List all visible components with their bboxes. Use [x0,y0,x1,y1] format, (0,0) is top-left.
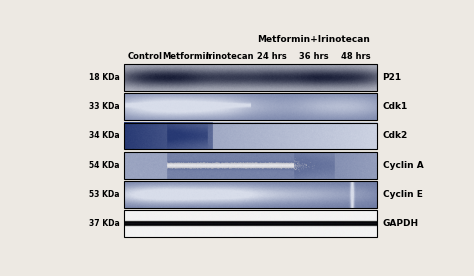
Text: 34 KDa: 34 KDa [89,131,120,140]
Text: Metformin+Irinotecan: Metformin+Irinotecan [257,35,370,44]
Bar [124,93,377,120]
Text: P21: P21 [383,73,401,82]
Text: 53 KDa: 53 KDa [90,190,120,199]
Text: 54 KDa: 54 KDa [90,161,120,170]
Text: 24 hrs: 24 hrs [256,52,286,61]
Bar [124,152,377,179]
Text: GAPDH: GAPDH [383,219,419,228]
Text: Cdk2: Cdk2 [383,131,408,140]
Text: Control: Control [127,52,162,61]
Text: 18 KDa: 18 KDa [89,73,120,82]
Text: 48 hrs: 48 hrs [341,52,371,61]
Text: Irinotecan: Irinotecan [205,52,254,61]
Bar [124,64,377,91]
Bar [124,210,377,237]
Bar [124,181,377,208]
Text: 36 hrs: 36 hrs [299,52,328,61]
Text: Cyclin E: Cyclin E [383,190,422,199]
Text: Cdk1: Cdk1 [383,102,408,111]
Text: Metformin: Metformin [162,52,212,61]
Text: 37 KDa: 37 KDa [89,219,120,228]
Bar [124,123,377,149]
Text: 33 KDa: 33 KDa [89,102,120,111]
Text: Cyclin A: Cyclin A [383,161,423,170]
